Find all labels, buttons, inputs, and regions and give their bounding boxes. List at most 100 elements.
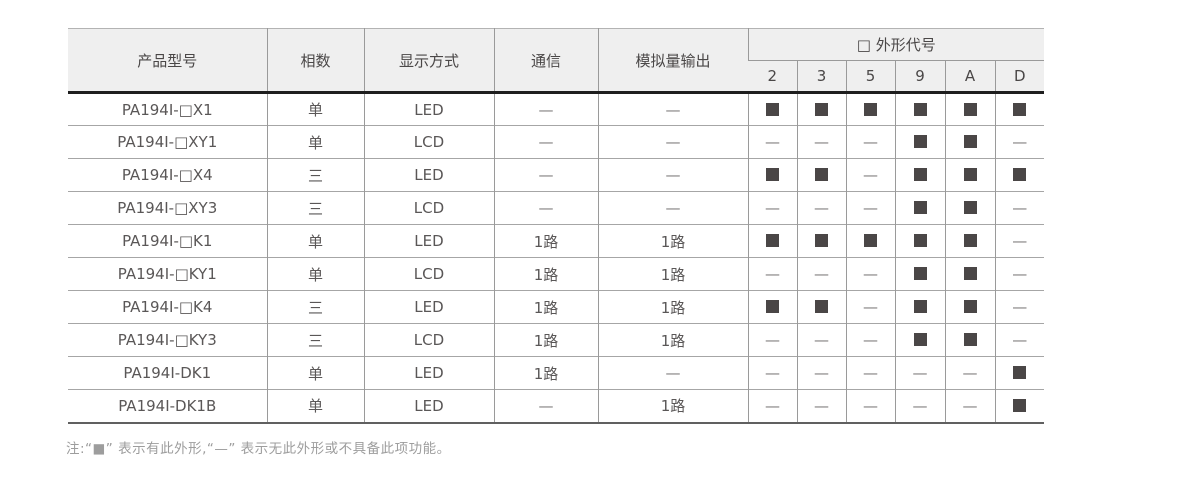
cell-comm: —	[493, 389, 598, 423]
shape-cell	[894, 323, 945, 357]
cell-display: LED	[363, 389, 494, 423]
shape-cell	[894, 290, 945, 324]
shape-filled-icon	[913, 201, 927, 214]
shape-cell: —	[796, 125, 846, 159]
shape-cell	[845, 224, 895, 258]
table-row: PA194I-□X4 三 LED — — —	[68, 158, 1045, 192]
shape-cell	[894, 191, 945, 225]
shape-filled-icon	[913, 300, 927, 313]
shape-filled-icon	[913, 267, 927, 280]
shape-cell	[994, 356, 1045, 390]
cell-model: PA194I-DK1	[68, 356, 267, 390]
cell-model: PA194I-□K4	[68, 290, 267, 324]
shape-filled-icon	[1013, 366, 1027, 379]
cell-phase: 三	[266, 290, 364, 324]
cell-comm: 1路	[493, 224, 598, 258]
table-row: PA194I-□XY1 单 LCD — — — — — —	[68, 125, 1045, 159]
shape-cell	[894, 92, 945, 126]
shape-filled-icon	[963, 333, 977, 346]
cell-display: LCD	[363, 125, 494, 159]
cell-analog: 1路	[597, 290, 748, 324]
shape-cell: —	[796, 356, 846, 390]
shape-cell	[944, 125, 995, 159]
shape-cell: —	[994, 323, 1045, 357]
spec-table: 产品型号 相数 显示方式 通信 模拟量输出 □ 外形代号 2 3 5 9 A D…	[68, 28, 1045, 424]
shape-cell	[747, 224, 797, 258]
product-selection-table: 产品型号 相数 显示方式 通信 模拟量输出 □ 外形代号 2 3 5 9 A D…	[68, 28, 1045, 424]
cell-phase: 三	[266, 158, 364, 192]
shape-cell	[796, 92, 846, 126]
cell-model: PA194I-□KY1	[68, 257, 267, 291]
shape-cell	[894, 125, 945, 159]
shape-cell	[747, 290, 797, 324]
table-body: PA194I-□X1 单 LED — — PA194I-□XY1 单 LCD — — — — — — PA1…	[68, 92, 1045, 423]
shape-cell	[994, 92, 1045, 126]
cell-model: PA194I-□X1	[68, 92, 267, 126]
shape-filled-icon	[766, 168, 779, 181]
cell-analog: 1路	[597, 257, 748, 291]
cell-comm: 1路	[493, 257, 598, 291]
shape-cell: —	[845, 389, 895, 423]
shape-cell: —	[845, 323, 895, 357]
cell-display: LED	[363, 92, 494, 126]
shape-cell: —	[747, 356, 797, 390]
shape-filled-icon	[963, 201, 977, 214]
shape-cell: —	[894, 356, 945, 390]
shape-cell	[944, 323, 995, 357]
table-row: PA194I-□XY3 三 LCD — — — — — —	[68, 191, 1045, 225]
shape-cell: —	[845, 290, 895, 324]
shape-code-3: 3	[796, 60, 846, 93]
cell-analog: —	[597, 125, 748, 159]
table-row: PA194I-□X1 单 LED — —	[68, 92, 1045, 126]
shape-filled-icon	[1013, 398, 1027, 412]
cell-phase: 单	[266, 257, 364, 291]
shape-cell: —	[845, 125, 895, 159]
table-header: 产品型号 相数 显示方式 通信 模拟量输出 □ 外形代号 2 3 5 9 A D	[68, 28, 1045, 93]
shape-cell: —	[747, 323, 797, 357]
cell-analog: —	[597, 191, 748, 225]
cell-model: PA194I-□K1	[68, 224, 267, 258]
cell-phase: 单	[266, 356, 364, 390]
cell-comm: —	[493, 191, 598, 225]
shape-filled-icon	[913, 135, 927, 148]
cell-display: LCD	[363, 323, 494, 357]
shape-code-9: 9	[894, 60, 945, 93]
shape-cell	[894, 158, 945, 192]
cell-phase: 三	[266, 191, 364, 225]
shape-cell: —	[796, 257, 846, 291]
cell-comm: 1路	[493, 323, 598, 357]
shape-cell	[944, 290, 995, 324]
shape-cell: —	[994, 191, 1045, 225]
shape-cell: —	[747, 125, 797, 159]
shape-cell: —	[994, 290, 1045, 324]
shape-filled-icon	[913, 333, 927, 346]
shape-cell	[944, 257, 995, 291]
shape-cell: —	[994, 125, 1045, 159]
shape-cell: —	[747, 257, 797, 291]
cell-display: LED	[363, 224, 494, 258]
shape-cell: —	[796, 191, 846, 225]
shape-code-A: A	[944, 60, 995, 93]
shape-cell	[944, 158, 995, 192]
cell-comm: —	[493, 92, 598, 126]
cell-phase: 三	[266, 323, 364, 357]
shape-cell	[944, 224, 995, 258]
shape-cell	[796, 158, 846, 192]
shape-cell	[796, 290, 846, 324]
shape-cell	[994, 389, 1045, 423]
shape-cell: —	[894, 389, 945, 423]
shape-filled-icon	[815, 102, 828, 116]
shape-filled-icon	[1013, 102, 1027, 116]
col-header-comm: 通信	[493, 28, 598, 93]
shape-cell	[944, 191, 995, 225]
cell-model: PA194I-□XY1	[68, 125, 267, 159]
shape-cell	[747, 92, 797, 126]
footnote: 注:“■” 表示有此外形,“—” 表示无此外形或不具备此项功能。	[66, 441, 451, 457]
shape-filled-icon	[963, 300, 977, 313]
table-row: PA194I-□K1 单 LED 1路 1路 —	[68, 224, 1045, 258]
shape-code-2: 2	[748, 60, 797, 93]
shape-cell	[994, 158, 1045, 192]
shape-filled-icon	[913, 168, 927, 181]
cell-phase: 单	[266, 92, 364, 126]
shape-cell	[747, 158, 797, 192]
